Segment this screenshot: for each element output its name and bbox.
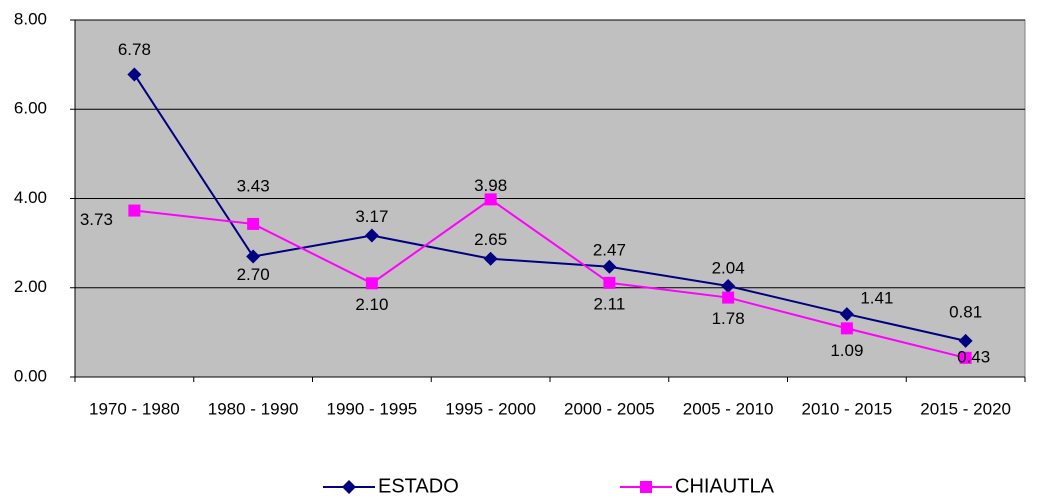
data-label: 2.11 bbox=[593, 294, 625, 313]
marker bbox=[247, 217, 260, 230]
data-label: 1.78 bbox=[712, 309, 745, 328]
marker bbox=[484, 193, 497, 206]
x-tick-label: 2015 - 2020 bbox=[920, 399, 1011, 418]
data-label: 0.81 bbox=[949, 302, 982, 321]
series-line bbox=[133, 73, 966, 342]
data-label: 2.10 bbox=[355, 295, 388, 314]
x-tick-label: 1980 - 1990 bbox=[208, 399, 299, 418]
series-line bbox=[134, 198, 966, 359]
marker bbox=[602, 259, 617, 274]
marker bbox=[840, 322, 853, 335]
data-label: 2.65 bbox=[474, 230, 507, 249]
marker bbox=[246, 249, 261, 264]
marker bbox=[839, 307, 854, 322]
data-label: 1.09 bbox=[830, 341, 863, 360]
data-label: 3.17 bbox=[355, 207, 388, 226]
data-label: 0.43 bbox=[957, 347, 990, 366]
x-tick-label: 1990 - 1995 bbox=[327, 399, 418, 418]
data-label: 3.98 bbox=[474, 176, 507, 195]
marker bbox=[364, 228, 379, 243]
x-tick-label: 2010 - 2015 bbox=[802, 399, 893, 418]
marker bbox=[128, 204, 141, 217]
legend-label: ESTADO bbox=[378, 475, 459, 497]
marker bbox=[127, 67, 142, 82]
x-tick-label: 1970 - 1980 bbox=[89, 399, 180, 418]
legend-label: CHIAUTLA bbox=[675, 475, 775, 497]
x-tick-label: 2000 - 2005 bbox=[564, 399, 655, 418]
y-tick-label: 4.00 bbox=[14, 188, 47, 207]
marker bbox=[365, 277, 378, 290]
data-label: 3.73 bbox=[80, 210, 113, 229]
y-tick-label: 6.00 bbox=[14, 99, 47, 118]
marker bbox=[342, 480, 356, 494]
marker bbox=[958, 333, 973, 348]
data-label: 2.47 bbox=[593, 240, 626, 259]
data-label: 3.43 bbox=[237, 176, 270, 195]
marker bbox=[640, 481, 652, 493]
data-label: 6.78 bbox=[118, 40, 151, 59]
marker bbox=[603, 276, 616, 289]
y-tick-label: 2.00 bbox=[14, 277, 47, 296]
x-tick-label: 2005 - 2010 bbox=[683, 399, 774, 418]
marker bbox=[722, 291, 735, 304]
data-label: 2.70 bbox=[237, 265, 270, 284]
data-label: 1.41 bbox=[860, 289, 893, 308]
data-label: 2.04 bbox=[712, 258, 745, 277]
marker bbox=[483, 251, 498, 266]
x-tick-label: 1995 - 2000 bbox=[445, 399, 536, 418]
y-tick-label: 0.00 bbox=[14, 366, 47, 385]
y-tick-label: 8.00 bbox=[14, 9, 47, 28]
marker bbox=[721, 278, 736, 293]
marker bbox=[959, 351, 972, 364]
